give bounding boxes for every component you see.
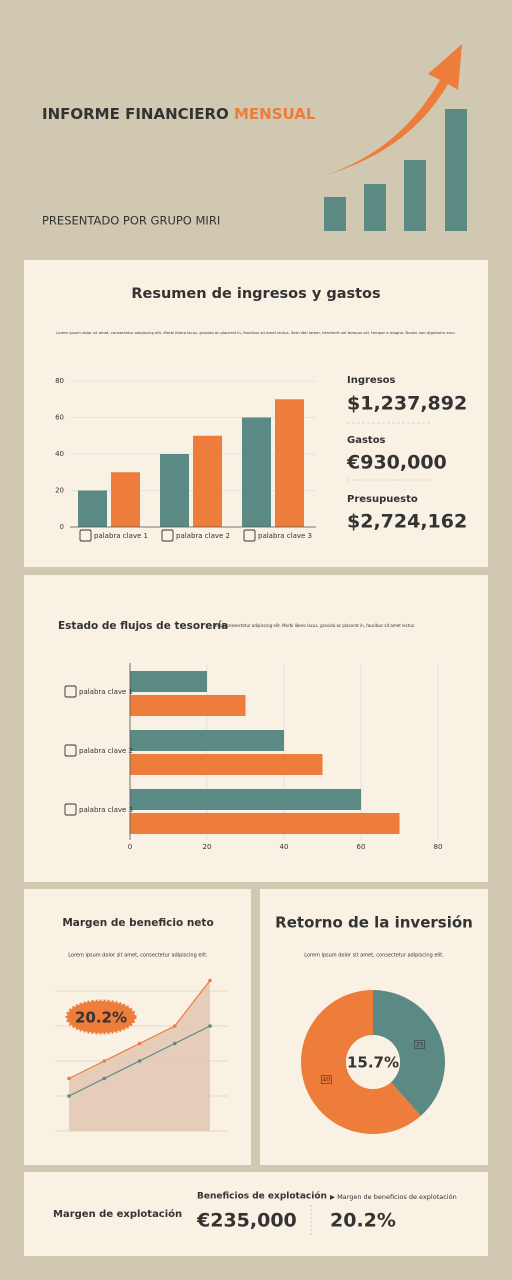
y-tick-label: palabra clave 2 xyxy=(79,747,133,755)
chart-subtitle: Lorem ipsum dolor sit amet, consectetur … xyxy=(304,953,444,959)
bar xyxy=(130,754,323,775)
y-tick-label: 80 xyxy=(55,377,64,385)
x-tick-label: 80 xyxy=(434,843,443,851)
x-tick-label: 60 xyxy=(357,843,366,851)
point xyxy=(102,1076,107,1081)
annotation: 20.2% xyxy=(75,1009,127,1027)
subtitle: PRESENTADO POR GRUPO MIRI xyxy=(42,214,220,228)
section-text: Lorem ipsum dolor sit amet, consectetur … xyxy=(56,330,456,335)
header-arrow xyxy=(326,44,462,175)
bar xyxy=(130,813,400,834)
label-box xyxy=(414,1039,426,1049)
bar xyxy=(130,671,207,692)
header-icon xyxy=(324,109,467,231)
chart-subtitle: Lorem ipsum dolor sit amet, consectetur … xyxy=(68,953,208,959)
footer-value: 20.2% xyxy=(330,1210,396,1232)
slice xyxy=(373,990,446,1116)
point xyxy=(208,1024,212,1028)
bar xyxy=(111,472,140,527)
bar xyxy=(78,490,107,527)
y-tick-label: 20 xyxy=(55,487,64,495)
footer-label: Beneficios de explotación xyxy=(197,1191,327,1202)
bar xyxy=(160,454,189,527)
point xyxy=(67,1094,71,1098)
kpi-label: Ingresos xyxy=(347,375,396,386)
bar xyxy=(130,730,284,751)
point xyxy=(172,1024,177,1028)
keyword-icon xyxy=(243,529,256,542)
annotation-badge xyxy=(65,999,137,1035)
keyword-icon xyxy=(161,529,174,542)
footer-value: €235,000 xyxy=(196,1210,297,1232)
x-tick-label: 0 xyxy=(128,843,132,851)
title: INFORME FINANCIERO MENSUAL xyxy=(42,105,316,123)
point xyxy=(208,978,212,983)
y-tick-label: 0 xyxy=(60,523,64,531)
slice xyxy=(301,990,421,1134)
y-tick-label: 60 xyxy=(55,414,64,422)
kpi-value: €930,000 xyxy=(346,452,447,474)
x-tick-label: palabra clave 2 xyxy=(176,532,230,540)
keyword-icon xyxy=(64,803,77,816)
footer-title: Margen de explotación xyxy=(53,1208,182,1220)
data-label: 25 xyxy=(416,1041,424,1048)
y-tick-label: palabra clave 3 xyxy=(79,806,133,814)
point xyxy=(172,1041,177,1046)
point xyxy=(137,1059,142,1063)
bar xyxy=(130,789,361,810)
y-tick-label: 40 xyxy=(55,450,64,458)
kpi-value: $1,237,892 xyxy=(347,393,467,415)
kpi-label: Presupuesto xyxy=(347,494,418,505)
chart-title: Margen de beneficio neto xyxy=(62,917,213,929)
bar xyxy=(193,435,222,527)
chart-subtitle: amet, consectetur adipiscing elit. Morbi… xyxy=(214,623,415,628)
chart-title: Retorno de la inversión xyxy=(275,914,473,932)
card xyxy=(24,1172,488,1256)
data-label: 40 xyxy=(322,1077,330,1084)
y-tick-label: palabra clave 1 xyxy=(79,688,133,696)
keyword-icon xyxy=(64,744,77,757)
footer-label: ▶ Margen de beneficios de explotación xyxy=(330,1193,457,1201)
pie-hole xyxy=(346,1035,400,1089)
x-tick-label: 20 xyxy=(203,843,212,851)
kpi-value: $2,724,162 xyxy=(347,511,467,533)
bar xyxy=(242,417,271,527)
bar xyxy=(130,695,246,716)
area xyxy=(69,980,210,1131)
title-accent: MENSUAL xyxy=(234,105,316,123)
point xyxy=(102,1059,107,1063)
annotation: 15.7% xyxy=(347,1054,399,1072)
title-main: INFORME FINANCIERO xyxy=(42,105,229,123)
bar xyxy=(275,399,304,527)
x-tick-label: palabra clave 3 xyxy=(258,532,312,540)
x-tick-label: 40 xyxy=(280,843,289,851)
keyword-icon xyxy=(79,529,92,542)
chart-title: Estado de flujos de tesorería xyxy=(58,620,228,632)
keyword-icon xyxy=(64,685,77,698)
point xyxy=(137,1041,142,1046)
point xyxy=(67,1076,71,1081)
x-tick-label: palabra clave 1 xyxy=(94,532,148,540)
section-title: Resumen de ingresos y gastos xyxy=(131,286,380,302)
kpi-label: Gastos xyxy=(347,435,386,446)
label-box xyxy=(320,1075,332,1085)
